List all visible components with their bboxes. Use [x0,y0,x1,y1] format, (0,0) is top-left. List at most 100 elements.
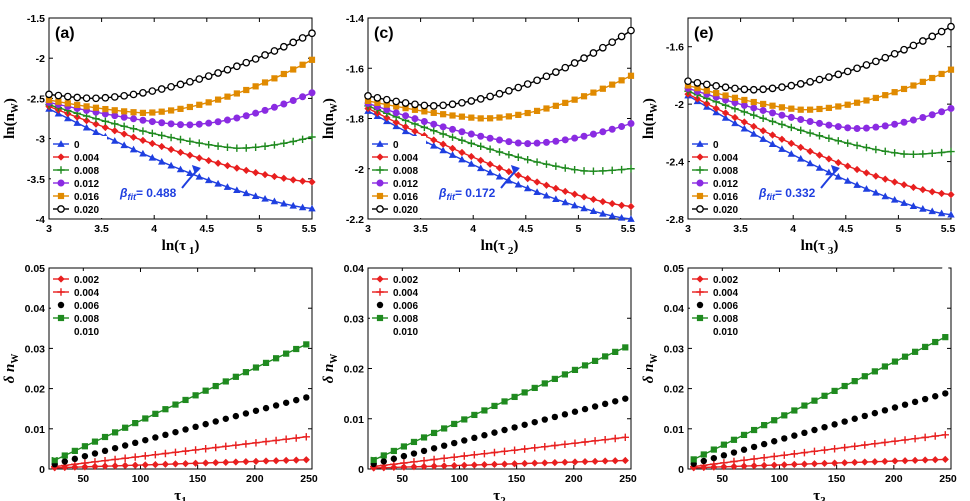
data-point [204,72,213,80]
data-point [841,418,848,425]
data-point [223,116,231,124]
data-point [410,463,418,471]
data-point [514,139,522,147]
data-point [477,115,484,122]
data-point [552,195,560,202]
data-point [721,109,730,117]
y-tick-label: -2.4 [666,157,684,169]
data-point [891,358,899,365]
y-tick-label: -1.6 [666,42,684,54]
data-point [787,139,795,147]
y-tick-label: -3 [36,134,45,146]
data-point [611,457,619,465]
data-point [891,120,899,128]
data-point [224,93,231,100]
y-axis-label: ln(nW) [2,98,21,139]
data-point [712,104,720,112]
series-0.004 [51,433,310,471]
x-tick-label: 250 [619,473,637,485]
beta-fit-annotation: βfit= 0.332 [758,186,816,202]
data-point [232,412,240,420]
data-point [450,453,458,461]
legend-label: 0.008 [393,314,418,325]
data-point [420,447,428,455]
data-point [401,99,410,107]
data-point [750,130,758,137]
data-point [611,434,619,443]
y-tick-label: 0.01 [344,414,365,426]
legend-item: 0.008 [692,166,738,177]
data-point [172,366,179,374]
legend-marker [376,205,384,213]
legend-label: 0.012 [74,179,99,190]
data-point [853,181,861,188]
data-point [232,324,240,331]
data-point [232,441,240,449]
data-point [533,158,541,166]
data-point [591,457,599,465]
data-point [591,300,599,307]
data-point [571,458,579,466]
data-point [458,98,466,107]
data-point [834,123,842,131]
data-point [806,78,814,86]
data-point [120,122,128,131]
x-tick-label: 5 [256,223,262,235]
data-point [872,123,880,131]
data-point [491,368,498,376]
data-point [820,459,829,468]
data-point [541,416,548,423]
data-point [101,93,110,102]
data-point [771,390,778,398]
legend-label: 0.006 [713,301,738,312]
data-point [111,127,119,135]
series-0.008 [370,344,629,464]
y-tick-label: -3.5 [27,174,45,186]
data-point [400,443,408,450]
x-tick-label: 3.5 [413,223,428,235]
y-tick-label: -1.6 [346,63,364,75]
legend-label: 0.008 [393,166,418,177]
data-point [589,207,598,215]
data-point [251,143,260,151]
legend: 0 0.004 0.008 0.012 0.016 0.020 [370,136,426,218]
data-point [825,168,833,176]
data-point [477,156,485,165]
data-point [840,443,849,452]
data-point [222,415,229,422]
data-point [289,201,297,209]
data-point [152,410,159,417]
data-point [495,172,504,180]
data-point [501,426,508,434]
data-point [622,279,629,287]
data-point [901,436,909,444]
data-point [571,408,579,415]
data-point [149,109,156,116]
legend-label: 0.020 [393,205,418,216]
x-axis-label: ln(τ 1) [162,238,200,257]
data-point [598,43,607,52]
y-tick-label: 0.04 [25,303,46,315]
data-point [151,460,159,469]
data-point [768,140,777,147]
data-point [392,109,400,117]
data-point [815,119,823,127]
data-point [938,108,946,116]
data-point [769,102,776,109]
data-point [420,434,428,441]
data-point [881,363,889,370]
data-point [501,361,508,369]
data-point [298,177,307,185]
x-tick-label: 4 [470,223,476,235]
beta-fit-annotation: βfit= 0.172 [438,186,496,202]
data-point [720,459,728,467]
data-point [900,150,908,158]
y-tick-label: 0.05 [664,263,685,275]
legend-item: 0.012 [53,179,99,190]
data-point [825,121,833,129]
legend-item: 0.004 [53,288,99,299]
data-point [909,41,918,50]
data-point [261,106,269,114]
data-point [601,293,609,300]
data-point [510,446,519,454]
